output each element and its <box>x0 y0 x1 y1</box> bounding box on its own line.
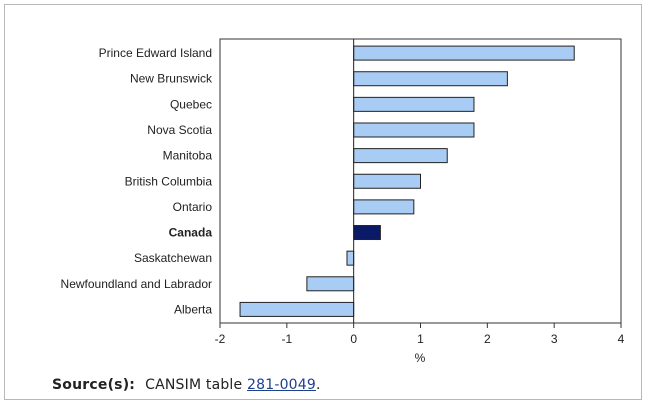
x-axis-title: % <box>415 351 426 365</box>
bar-chart: Prince Edward Island New Brunswick Quebec N… <box>61 38 625 365</box>
source-table-link[interactable]: 281-0049 <box>247 377 317 393</box>
source-suffix: . <box>316 377 321 393</box>
source-note: Source(s): CANSIM table 281-0049. <box>52 377 321 393</box>
x-tick-label: 3 <box>551 332 558 346</box>
category-label-ontario: Ontario <box>173 200 213 214</box>
x-tick-label: 2 <box>484 332 491 346</box>
bar-manitoba <box>353 148 448 164</box>
bar-new-brunswick <box>353 71 508 87</box>
source-prefix: CANSIM table <box>145 377 247 393</box>
bar-alberta <box>239 301 355 317</box>
x-tick-label: 1 <box>417 332 424 346</box>
x-tick-label: -2 <box>215 332 226 346</box>
x-tick-label: 0 <box>350 332 357 346</box>
category-label-prince-edward-island: Prince Edward Island <box>99 46 212 60</box>
category-label-quebec: Quebec <box>170 97 212 111</box>
bar-canada <box>353 225 381 241</box>
source-label: Source(s): <box>52 377 136 393</box>
bar-ontario <box>353 199 415 215</box>
category-label-canada: Canada <box>169 226 213 240</box>
category-label-newfoundland-and-labrador: Newfoundland and Labrador <box>61 277 212 291</box>
bar-quebec <box>353 96 475 112</box>
x-tick-label: 4 <box>618 332 625 346</box>
category-label-saskatchewan: Saskatchewan <box>134 251 212 265</box>
bar-prince-edward-island <box>353 45 575 61</box>
bar-newfoundland-and-labrador <box>306 276 355 292</box>
category-label-manitoba: Manitoba <box>163 149 213 163</box>
category-label-alberta: Alberta <box>174 302 212 316</box>
category-label-nova-scotia: Nova Scotia <box>147 123 212 137</box>
category-label-british-columbia: British Columbia <box>125 174 213 188</box>
category-label-new-brunswick: New Brunswick <box>130 72 213 86</box>
chart-frame: Prince Edward Island New Brunswick Quebec N… <box>4 4 642 400</box>
bar-nova-scotia <box>353 122 475 138</box>
x-tick-label: -1 <box>281 332 292 346</box>
bar-saskatchewan <box>346 250 355 266</box>
bar-british-columbia <box>353 173 421 189</box>
